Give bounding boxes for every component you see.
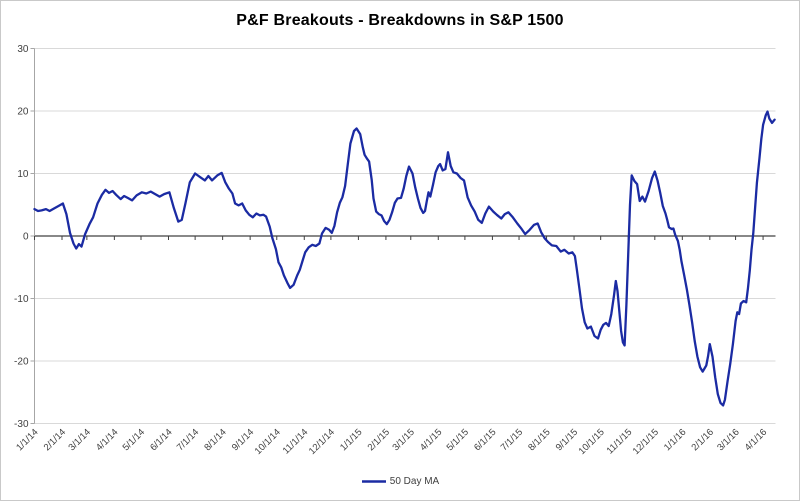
y-tick-label: 30 xyxy=(17,44,29,55)
y-tick-label: 0 xyxy=(23,232,29,243)
legend: 50 Day MA xyxy=(1,476,799,487)
x-tick-label: 5/1/14 xyxy=(121,427,147,453)
x-tick-label: 7/1/14 xyxy=(175,427,201,453)
y-tick-label: -20 xyxy=(14,357,29,368)
x-tick-label: 10/1/15 xyxy=(577,427,607,457)
x-tick-label: 1/1/15 xyxy=(338,427,364,453)
x-tick-label: 4/1/16 xyxy=(743,427,769,453)
x-tick-label: 10/1/14 xyxy=(253,427,283,457)
x-tick-label: 4/1/15 xyxy=(418,427,444,453)
x-tick-label: 2/1/14 xyxy=(42,427,68,453)
x-tick-label: 12/1/15 xyxy=(631,427,661,457)
x-tick-label: 2/1/16 xyxy=(689,427,715,453)
x-tick-label: 6/1/15 xyxy=(472,427,498,453)
x-tick-label: 3/1/15 xyxy=(390,427,416,453)
y-tick-label: -10 xyxy=(14,294,29,305)
x-tick-label: 3/1/16 xyxy=(715,427,741,453)
x-tick-label: 2/1/15 xyxy=(366,427,392,453)
legend-line-swatch xyxy=(361,480,386,483)
y-tick-label: -30 xyxy=(14,419,29,430)
x-tick-label: 1/1/16 xyxy=(662,427,688,453)
x-tick-label: 6/1/14 xyxy=(148,427,174,453)
y-tick-label: 10 xyxy=(17,169,29,180)
x-tick-label: 7/1/15 xyxy=(499,427,525,453)
y-tick-label: 20 xyxy=(17,107,29,118)
x-tick-label: 12/1/14 xyxy=(307,427,337,457)
x-tick-label: 11/1/15 xyxy=(605,427,635,457)
x-tick-label: 8/1/15 xyxy=(526,427,552,453)
x-tick-label: 11/1/14 xyxy=(281,427,311,457)
legend-series-label: 50 Day MA xyxy=(389,476,440,487)
x-tick-label: 4/1/14 xyxy=(94,427,120,453)
series-line-50-day-ma xyxy=(33,110,776,407)
chart-title: P&F Breakouts - Breakdowns in S&P 1500 xyxy=(236,12,564,29)
x-tick-label: 5/1/15 xyxy=(445,427,471,453)
x-tick-label: 1/1/14 xyxy=(14,427,40,453)
x-tick-label: 3/1/14 xyxy=(67,427,93,453)
x-tick-label: 8/1/14 xyxy=(202,427,228,453)
